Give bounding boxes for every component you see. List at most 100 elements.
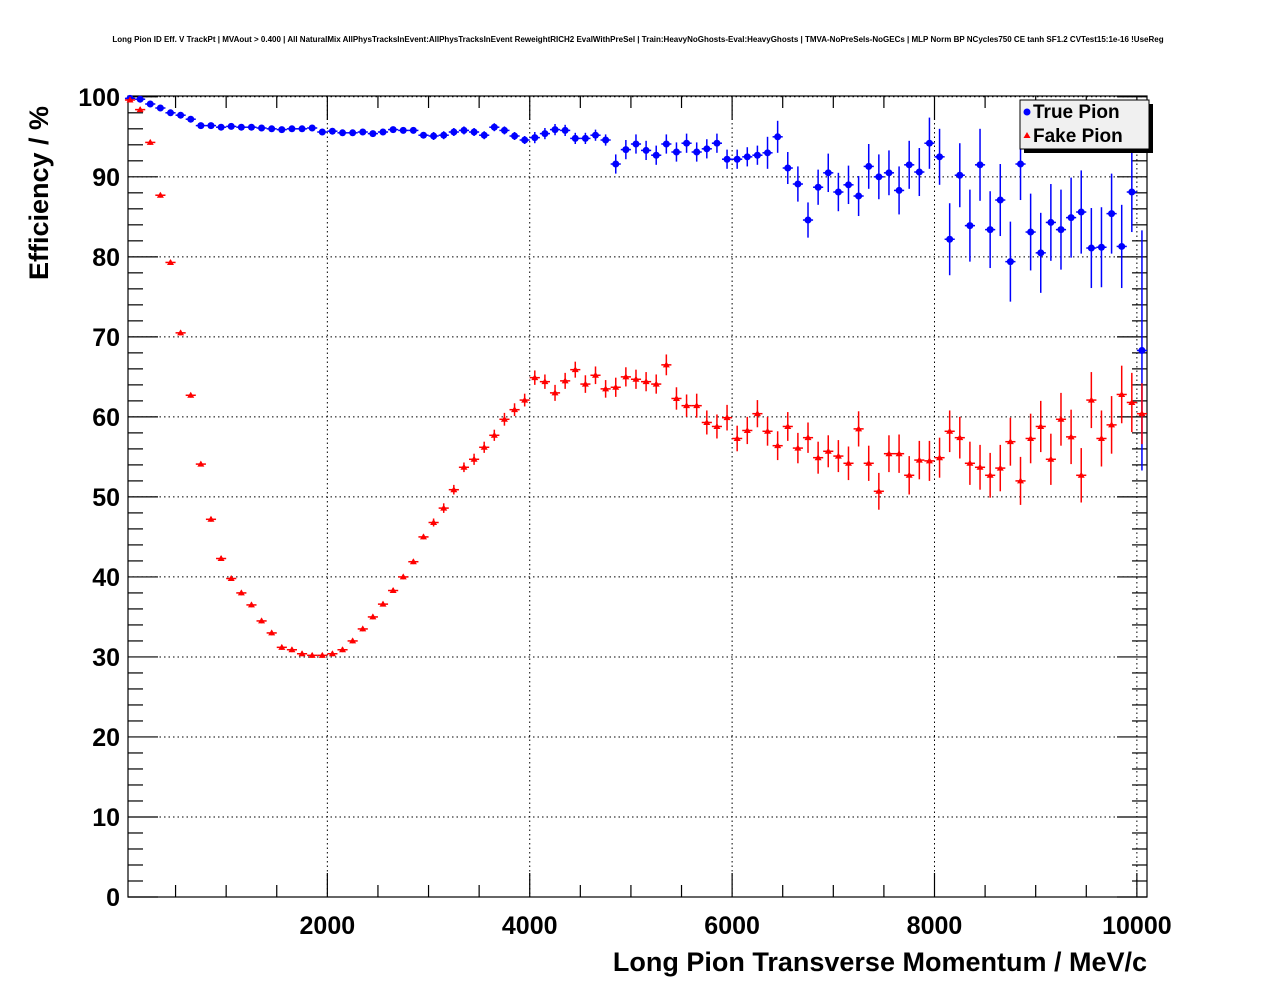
data-point [511,406,519,413]
data-point [824,169,832,177]
data-point [419,131,427,139]
data-point [146,138,154,145]
data-point [298,125,306,133]
data-point [389,587,397,594]
y-tick-label: 40 [92,564,120,592]
data-point [399,573,407,580]
data-point [794,444,802,451]
data-point [1108,421,1116,428]
data-point [1087,396,1095,403]
data-point [328,650,336,657]
y-tick-label: 30 [92,644,120,672]
legend-true-pion-marker [1023,108,1031,116]
data-point [784,164,792,172]
data-point [652,380,660,387]
y-tick-label: 90 [92,164,120,192]
data-point [419,533,427,540]
data-point [268,125,276,133]
data-point [1087,244,1095,252]
data-point [359,625,367,632]
data-point [1077,208,1085,216]
data-point [612,383,620,390]
x-tick-label: 2000 [300,912,356,940]
y-tick-label: 50 [92,484,120,512]
data-point [1118,242,1126,250]
data-point [612,160,620,168]
data-point [1097,434,1105,441]
data-point [339,646,347,653]
data-point [541,130,549,138]
data-point [804,434,812,441]
data-point [986,471,994,478]
data-point [1128,398,1136,405]
data-point [581,134,589,142]
data-point [592,131,600,139]
data-point [946,235,954,243]
data-point [936,454,944,461]
data-point [288,646,296,653]
data-point [551,389,559,396]
data-point [875,487,883,494]
legend-fake-pion-marker [1023,132,1031,138]
data-point [693,148,701,156]
data-point [1047,218,1055,226]
y-tick-label: 20 [92,724,120,752]
legend-box [1019,99,1150,150]
data-point [379,600,387,607]
data-point [460,126,468,134]
data-point [1047,455,1055,462]
data-point [258,124,266,132]
data-point [592,371,600,378]
data-point [642,146,650,154]
y-tick-label: 0 [106,884,120,912]
data-point [581,380,589,387]
data-point [662,140,670,148]
data-point [1128,188,1136,196]
data-point [865,162,873,170]
data-point [146,100,154,108]
data-point [571,366,579,373]
series-true-pion [124,94,1148,471]
y-tick-label: 100 [78,84,120,112]
data-point [247,123,255,131]
grid [128,96,1147,897]
data-point [683,139,691,147]
data-point [622,373,630,380]
data-point [875,173,883,181]
data-point [905,471,913,478]
data-point [996,464,1004,471]
data-point [976,463,984,470]
data-point [217,555,225,562]
data-point [1067,214,1075,222]
data-point [1118,390,1126,397]
data-point [834,188,842,196]
data-point [561,126,569,134]
data-point [966,222,974,230]
data-point [349,637,357,644]
data-point [349,129,357,137]
x-tick-label: 4000 [502,912,558,940]
data-point [1037,249,1045,257]
data-point [1077,471,1085,478]
data-point [521,396,529,403]
data-point [551,126,559,134]
data-point [895,450,903,457]
data-point [156,104,164,112]
data-point [450,128,458,136]
data-point [379,128,387,136]
data-point [632,140,640,148]
data-point [197,460,205,467]
data-point [764,427,772,434]
data-point [672,394,680,401]
data-point [409,558,417,565]
data-point [359,128,367,136]
data-point [672,148,680,156]
data-point [531,374,539,381]
data-point [764,149,772,157]
data-point [278,643,286,650]
data-point [430,519,438,526]
data-point [389,126,397,134]
data-point [946,427,954,434]
data-point [197,122,205,130]
data-point [470,128,478,136]
